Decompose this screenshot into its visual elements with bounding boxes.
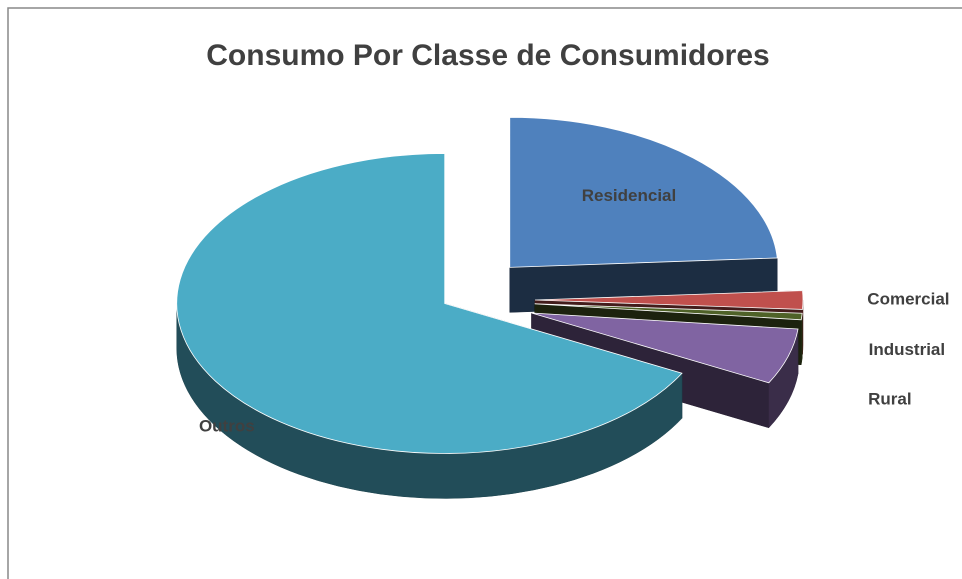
chart-title: Consumo Por Classe de Consumidores <box>206 39 769 72</box>
slice-label: Industrial <box>869 340 946 359</box>
slice-label: Comercial <box>867 289 949 308</box>
slice <box>534 290 804 310</box>
slice <box>509 116 778 268</box>
slice <box>176 153 683 454</box>
slice-label: Residencial <box>582 186 677 205</box>
slice-label: Outros <box>199 417 255 436</box>
slice <box>531 312 799 384</box>
slice-label: Rural <box>868 389 911 408</box>
slice-side <box>800 313 803 365</box>
slice <box>534 303 803 321</box>
